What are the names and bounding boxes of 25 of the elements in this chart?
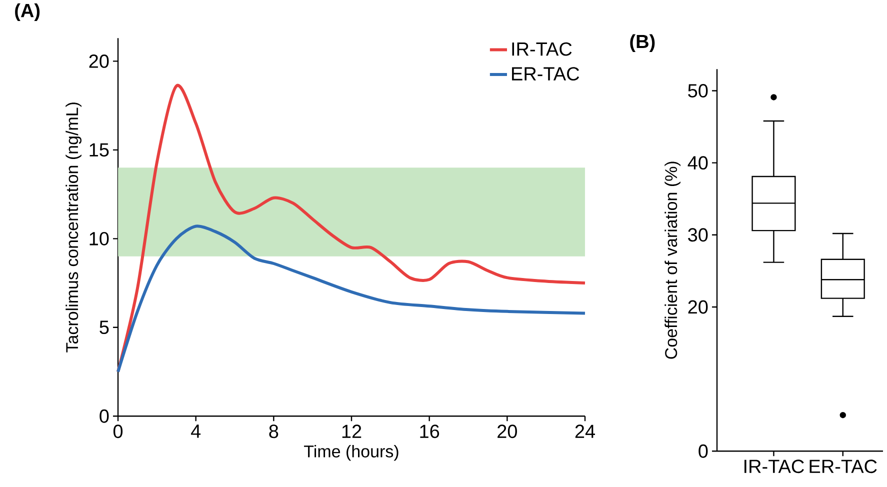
x-tick-label: 0 bbox=[113, 424, 123, 438]
x-tick-label: 20 bbox=[498, 424, 517, 438]
y-axis-title: Tacrolimus concentration (ng/mL) bbox=[66, 102, 82, 352]
y-tick-label: 0 bbox=[698, 444, 708, 458]
y-axis-title: Coefficient of variation (%) bbox=[664, 162, 680, 359]
y-tick-label: 20 bbox=[688, 300, 708, 314]
y-tick-label: 0 bbox=[100, 409, 109, 423]
x-tick-label: 24 bbox=[575, 424, 595, 438]
legend-label: IR-TAC bbox=[512, 42, 572, 56]
x-tick-label: 4 bbox=[190, 424, 201, 438]
y-tick-label: 5 bbox=[100, 320, 109, 334]
y-tick-label: 20 bbox=[89, 54, 109, 68]
x-axis-title: Time (hours) bbox=[304, 444, 398, 461]
legend-label: ER-TAC bbox=[512, 67, 580, 80]
chart-title: (B) bbox=[630, 34, 655, 52]
y-tick-label: 40 bbox=[688, 156, 708, 170]
line-series bbox=[116, 224, 586, 374]
y-tick-label: 30 bbox=[688, 228, 708, 242]
chart-title: (A) bbox=[15, 3, 40, 21]
x-tick-label: 8 bbox=[269, 424, 278, 438]
y-tick-label: 15 bbox=[90, 143, 109, 157]
y-tick-label: 50 bbox=[688, 84, 708, 98]
x-tick-label: 12 bbox=[342, 424, 362, 438]
x-tick-label: 16 bbox=[420, 424, 440, 438]
y-tick-label: 10 bbox=[90, 232, 109, 246]
